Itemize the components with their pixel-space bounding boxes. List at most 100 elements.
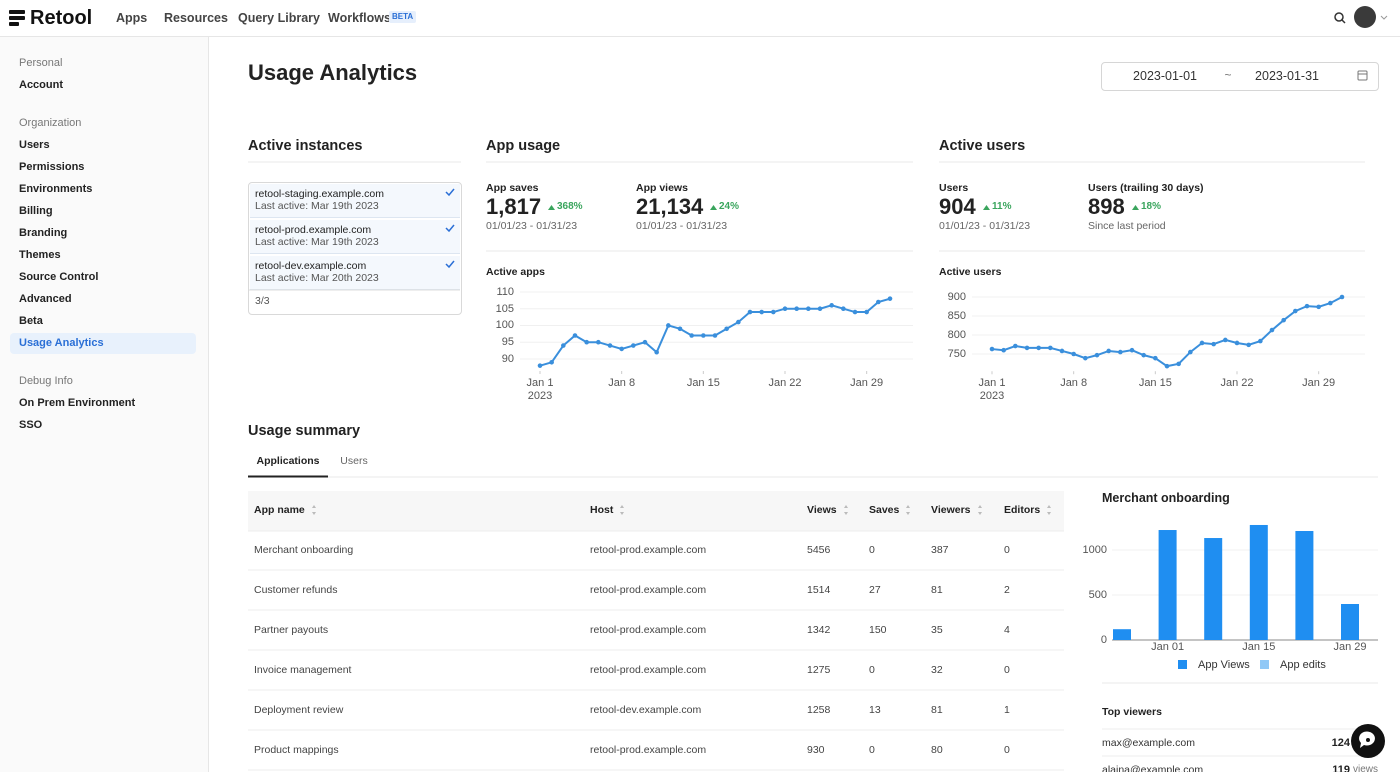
sidebar-item[interactable]: Usage Analytics <box>19 337 104 349</box>
sidebar-section-title: Debug Info <box>19 375 73 387</box>
point <box>1246 342 1251 348</box>
stat-value: 21,134 <box>636 194 704 219</box>
point <box>1129 347 1135 353</box>
table-cell: Customer refunds <box>254 584 338 596</box>
sidebar-item[interactable]: Environments <box>19 183 93 195</box>
x-tick-label: Jan 8 <box>1060 377 1088 390</box>
table-cell: retool-prod.example.com <box>590 744 707 756</box>
sidebar-item[interactable]: Users <box>19 139 50 151</box>
instance-host: retool-prod.example.com <box>255 224 372 236</box>
instance-count: 3/3 <box>255 295 270 307</box>
point <box>689 333 694 338</box>
point <box>654 349 659 355</box>
table-cell: 1342 <box>807 624 831 636</box>
date-range-box[interactable] <box>1101 62 1379 91</box>
tab[interactable]: Applications <box>256 455 320 467</box>
table-cell: retool-prod.example.com <box>590 544 707 556</box>
avatar[interactable] <box>1354 6 1376 28</box>
point <box>642 339 648 345</box>
sidebar-item[interactable]: Permissions <box>19 161 85 173</box>
table-cell: 35 <box>931 624 943 636</box>
bar <box>1249 524 1268 640</box>
bar <box>1113 629 1131 640</box>
column-header[interactable]: Viewers <box>931 504 971 516</box>
chart-title: Active apps <box>486 266 545 278</box>
sidebar-item[interactable]: On Prem Environment <box>19 397 136 409</box>
point <box>607 343 613 348</box>
y-tick-label: 100 <box>495 319 514 332</box>
point <box>1223 337 1228 343</box>
stat-change: 368% <box>557 201 583 212</box>
top-nav <box>0 0 1400 37</box>
point <box>572 333 578 338</box>
sidebar-item[interactable]: Billing <box>19 205 53 217</box>
column-header[interactable]: Views <box>807 504 837 516</box>
sidebar-item[interactable]: Beta <box>19 315 43 327</box>
legend-label: App Views <box>1198 659 1250 671</box>
x-tick-label: Jan 15 <box>1138 377 1172 390</box>
date-from[interactable]: 2023-01-01 <box>1133 69 1197 83</box>
point <box>1269 327 1275 333</box>
point <box>1328 300 1333 306</box>
point <box>584 339 589 345</box>
table-cell: 1258 <box>807 704 831 716</box>
point <box>829 303 834 308</box>
column-header[interactable]: Saves <box>869 504 900 516</box>
point <box>1118 349 1123 355</box>
point <box>1153 355 1158 361</box>
table-cell: 0 <box>869 544 875 556</box>
table-cell: 150 <box>869 624 887 636</box>
table-cell: 930 <box>807 744 825 756</box>
sidebar-item[interactable]: Advanced <box>19 293 72 305</box>
y-tick-label: 850 <box>947 310 966 322</box>
x-tick-label: Jan 29 <box>1302 377 1336 390</box>
nav-item[interactable]: Apps <box>116 11 148 25</box>
point <box>736 319 741 325</box>
sort-icon <box>906 505 910 515</box>
column-header[interactable]: App name <box>254 504 305 516</box>
help-button[interactable] <box>1351 724 1385 758</box>
sidebar-item[interactable]: Branding <box>19 227 68 239</box>
point <box>677 326 683 332</box>
column-header[interactable]: Editors <box>1004 504 1041 516</box>
instance-row[interactable] <box>250 220 460 254</box>
table-cell: 2 <box>1004 584 1010 596</box>
column-header[interactable]: Host <box>590 504 614 516</box>
tab[interactable]: Users <box>340 455 368 467</box>
point <box>1071 351 1076 357</box>
point <box>1339 294 1345 300</box>
date-to[interactable]: 2023-01-31 <box>1255 69 1319 83</box>
search-icon[interactable] <box>1334 12 1346 24</box>
point <box>806 306 811 312</box>
x-tick-label: Jan 15 <box>1242 641 1276 653</box>
point <box>1304 303 1310 309</box>
up-arrow <box>1132 205 1139 210</box>
sidebar-item[interactable]: SSO <box>19 419 43 431</box>
legend-swatch <box>1178 660 1187 669</box>
sidebar-item[interactable]: Themes <box>19 249 61 261</box>
point <box>1176 361 1181 367</box>
active-nav-highlight <box>10 333 196 354</box>
stat-period: Since last period <box>1088 220 1166 232</box>
sidebar-item[interactable]: Source Control <box>19 271 99 283</box>
table-cell: 13 <box>869 704 881 716</box>
instance-row[interactable] <box>250 256 460 290</box>
viewer-email: max@example.com <box>1102 737 1195 749</box>
y-tick-label: 900 <box>947 291 966 303</box>
nav-item[interactable]: Resources <box>164 11 228 25</box>
nav-item[interactable]: Workflows <box>328 11 391 25</box>
stat-value: 904 <box>939 194 976 219</box>
nav-item[interactable]: Query Library <box>238 11 320 25</box>
viewer-unit: views <box>1353 764 1379 772</box>
y-tick-label: 95 <box>501 336 514 349</box>
point <box>619 346 624 352</box>
bar <box>1158 530 1177 640</box>
table-cell: 5456 <box>807 544 831 556</box>
sidebar-item[interactable]: Account <box>19 79 63 91</box>
point <box>666 323 671 328</box>
point <box>747 309 753 315</box>
instance-row[interactable] <box>250 184 460 218</box>
section-heading: Active users <box>939 138 1026 154</box>
table-cell: 387 <box>931 544 949 556</box>
